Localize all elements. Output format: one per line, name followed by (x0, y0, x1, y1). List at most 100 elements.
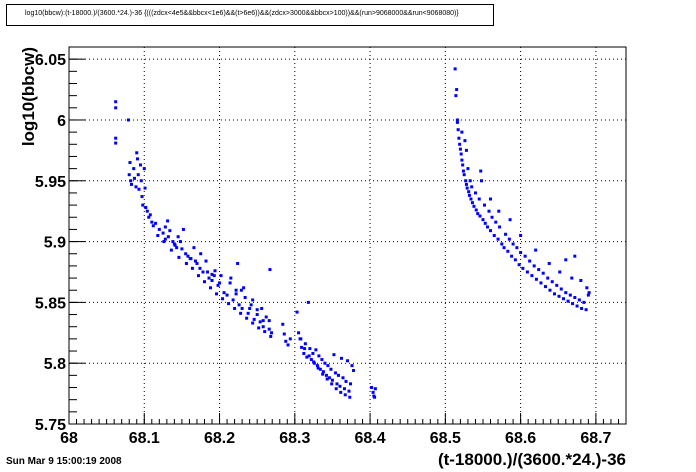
data-point (255, 313, 259, 317)
data-point (260, 306, 264, 310)
data-point (242, 286, 246, 290)
data-point (573, 254, 577, 258)
data-point (237, 303, 241, 307)
data-point (504, 232, 508, 236)
data-point (343, 393, 347, 397)
data-point (207, 276, 211, 280)
data-point (500, 242, 504, 246)
data-point (373, 387, 377, 391)
data-point (268, 268, 272, 272)
data-point (135, 157, 139, 161)
axis-ticks (68, 46, 627, 425)
data-point (494, 220, 498, 224)
y-tick-label: 5.75 (35, 417, 66, 434)
data-point (577, 298, 581, 302)
x-tick-label: 68.4 (355, 430, 386, 447)
data-point (461, 169, 465, 173)
data-point (252, 317, 256, 321)
data-point (580, 306, 584, 310)
data-point (157, 227, 161, 231)
data-point (456, 128, 460, 132)
data-point (465, 186, 469, 190)
data-point (213, 269, 217, 273)
data-point (506, 249, 510, 253)
data-point (114, 141, 118, 145)
data-point (180, 247, 184, 251)
data-point (334, 387, 338, 391)
data-point (571, 302, 575, 306)
data-point (114, 136, 118, 140)
data-point (196, 274, 200, 278)
data-point (145, 209, 149, 213)
data-point (284, 339, 288, 343)
data-point (541, 271, 545, 275)
data-point (507, 237, 511, 241)
x-tick-label: 68 (60, 430, 78, 447)
data-point (519, 234, 523, 237)
data-point (286, 343, 290, 347)
data-point (204, 259, 208, 263)
data-point (478, 214, 482, 218)
data-point (333, 371, 337, 375)
data-point (248, 306, 252, 310)
data-point (140, 195, 144, 199)
data-point (257, 326, 261, 330)
data-point (470, 185, 474, 189)
data-point (251, 321, 255, 325)
data-point (202, 280, 206, 284)
data-point (184, 261, 188, 265)
data-point (163, 237, 167, 241)
y-tick-label: 5.95 (35, 174, 66, 191)
data-point (460, 158, 464, 162)
data-point (210, 272, 214, 276)
data-point (474, 208, 478, 212)
data-point (215, 292, 219, 296)
data-point (467, 193, 471, 197)
data-point (349, 382, 353, 386)
y-axis-title: log10(bbcw) (19, 47, 38, 146)
data-point (464, 179, 468, 183)
x-tick-label: 68.7 (580, 430, 611, 447)
data-point (302, 351, 306, 355)
data-point (129, 179, 133, 183)
data-point (455, 118, 459, 122)
data-point (460, 130, 464, 134)
y-tick-label: 6.05 (35, 52, 66, 69)
data-point (550, 280, 554, 284)
data-point (135, 151, 139, 155)
data-point (508, 218, 512, 222)
data-point (201, 270, 205, 274)
data-point (281, 322, 285, 326)
data-point (243, 296, 247, 300)
data-point (141, 203, 145, 207)
data-point (210, 278, 214, 282)
data-point (314, 348, 318, 352)
data-point (151, 224, 155, 228)
data-point (166, 235, 170, 239)
data-point (171, 240, 175, 244)
data-point (300, 345, 304, 349)
x-tick-label: 68.6 (505, 430, 536, 447)
data-point (303, 347, 307, 351)
data-point (332, 353, 336, 357)
tick-labels: 68 68.1 68.2 68.3 68.4 68.5 68.6 68.7 5.75 5.8 5.8… (35, 52, 612, 447)
data-point (129, 182, 133, 186)
data-point (249, 303, 253, 307)
data-point (142, 167, 146, 171)
data-point (482, 203, 486, 207)
y-tick-label: 5.85 (35, 295, 66, 312)
data-point (530, 274, 534, 278)
data-point (326, 364, 330, 368)
data-point (346, 359, 349, 363)
data-point (154, 221, 158, 225)
data-point (218, 281, 222, 285)
data-point (309, 358, 313, 362)
data-point (511, 242, 515, 246)
data-point (335, 382, 339, 386)
data-point (166, 219, 170, 223)
data-point (350, 364, 354, 368)
data-point (548, 288, 552, 292)
data-point (114, 100, 118, 104)
data-point (299, 337, 303, 341)
